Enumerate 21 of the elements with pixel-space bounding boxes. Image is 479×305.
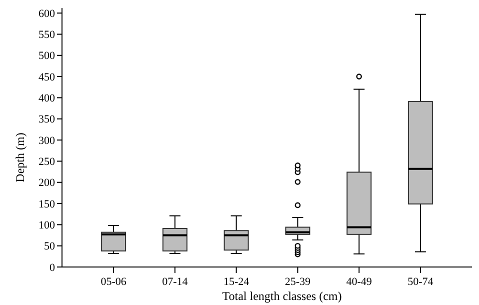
y-tick-label: 300 xyxy=(38,134,56,147)
y-tick-label: 250 xyxy=(38,156,56,168)
x-tick-label: 40-49 xyxy=(346,276,372,288)
y-axis-title: Depth (m) xyxy=(13,132,27,182)
x-tick-label: 50-74 xyxy=(408,276,434,288)
y-tick-label: 350 xyxy=(38,114,56,126)
x-tick-label: 05-06 xyxy=(100,276,127,288)
y-tick-label: 200 xyxy=(38,177,56,190)
x-tick-label: 25-39 xyxy=(284,276,312,288)
y-tick-label: 0 xyxy=(50,262,56,274)
x-axis-title: Total length classes (cm) xyxy=(222,289,342,303)
x-tick-label: 15-24 xyxy=(223,276,250,288)
y-tick-label: 450 xyxy=(38,71,56,84)
y-tick-label: 500 xyxy=(38,50,56,62)
y-tick-label: 150 xyxy=(38,198,56,210)
y-tick-label: 600 xyxy=(38,8,56,20)
y-tick-label: 550 xyxy=(38,29,56,42)
y-tick-label: 50 xyxy=(44,240,56,253)
y-tick-label: 100 xyxy=(38,220,56,232)
x-tick-label: 07-14 xyxy=(162,276,188,288)
y-tick-label: 400 xyxy=(38,92,56,105)
